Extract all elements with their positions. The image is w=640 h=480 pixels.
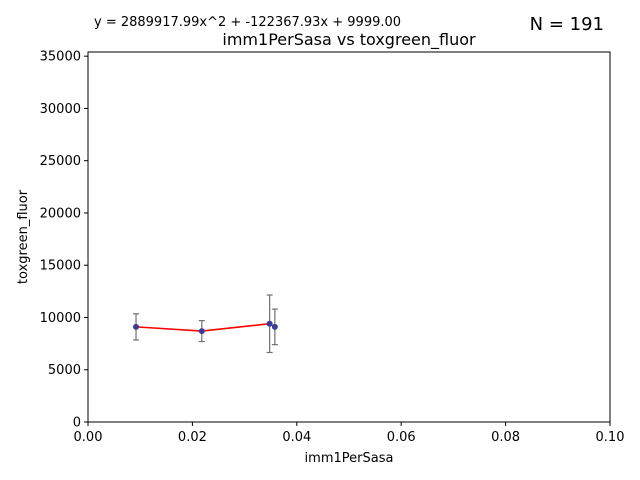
x-tick-label-0: 0.00 — [74, 430, 103, 445]
y-tick-label-5: 25000 — [40, 154, 81, 169]
y-axis-label: toxgreen_fluor — [16, 189, 31, 284]
y-tick-label-4: 20000 — [40, 206, 81, 221]
x-tick-label-1: 0.02 — [178, 430, 207, 445]
y-tick-label-2: 10000 — [40, 311, 81, 326]
x-tick-label-4: 0.08 — [491, 430, 520, 445]
data-point-0 — [133, 323, 140, 330]
fit-line — [135, 322, 276, 332]
y-tick-label-6: 30000 — [40, 102, 81, 117]
x-tick-label-2: 0.04 — [282, 430, 311, 445]
data-point-2 — [266, 320, 273, 327]
plot-marks — [133, 294, 278, 354]
data-point-3 — [271, 323, 278, 330]
y-axis: 0 5000 10000 15000 20000 25000 30000 35000 — [40, 50, 88, 431]
plot-area-frame — [87, 51, 611, 423]
data-point-1 — [198, 328, 205, 335]
y-tick-label-7: 35000 — [40, 50, 81, 65]
x-axis-label: imm1PerSasa — [305, 451, 394, 466]
sample-count: N = 191 — [530, 14, 604, 35]
x-tick-label-5: 0.10 — [596, 430, 625, 445]
x-axis: 0.00 0.02 0.04 0.06 0.08 0.10 — [74, 422, 625, 445]
y-tick-label-1: 5000 — [48, 363, 81, 378]
y-tick-label-3: 15000 — [40, 259, 81, 274]
chart-title: imm1PerSasa vs toxgreen_fluor — [222, 30, 476, 50]
fit-equation: y = 2889917.99x^2 + -122367.93x + 9999.0… — [94, 15, 401, 30]
x-tick-label-3: 0.06 — [387, 430, 416, 445]
y-tick-label-0: 0 — [73, 416, 81, 431]
